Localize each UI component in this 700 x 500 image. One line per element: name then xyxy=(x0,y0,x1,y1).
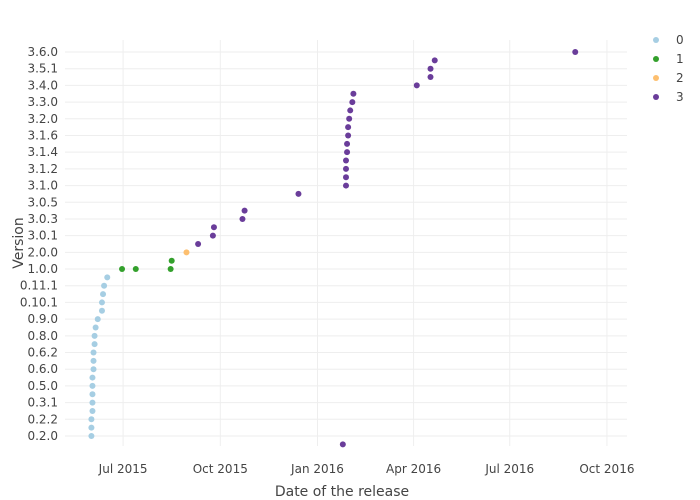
data-point-series-0[interactable] xyxy=(101,282,108,289)
y-tick-label: 3.1.4 xyxy=(27,145,58,159)
y-tick-label: 0.6.0 xyxy=(27,362,58,376)
legend-marker-1[interactable] xyxy=(653,56,659,62)
data-point-series-3[interactable] xyxy=(345,132,352,139)
y-tick-label: 0.6.2 xyxy=(27,346,58,360)
y-tick-label: 0.8.0 xyxy=(27,329,58,343)
y-tick-label: 3.6.0 xyxy=(27,45,58,59)
x-axis-ticks: Jul 2015 Oct 2015 Jan 2016 Apr 2016 Jul 2016… xyxy=(98,462,635,476)
data-point-series-3[interactable] xyxy=(239,215,246,222)
y-tick-label: 0.5.0 xyxy=(27,379,58,393)
x-tick-label: Apr 2016 xyxy=(386,462,441,476)
data-point-series-0[interactable] xyxy=(94,316,101,323)
data-point-series-3[interactable] xyxy=(339,441,346,448)
data-point-series-2[interactable] xyxy=(183,249,190,256)
y-tick-label: 0.2.0 xyxy=(27,429,58,443)
y-tick-label: 2.0.0 xyxy=(27,245,58,259)
data-point-series-3[interactable] xyxy=(350,90,357,97)
legend-label-3[interactable]: 3 xyxy=(676,90,684,104)
data-point-series-3[interactable] xyxy=(344,149,351,156)
data-point-series-3[interactable] xyxy=(349,99,356,106)
data-point-series-0[interactable] xyxy=(90,366,97,373)
y-tick-label: 3.0.5 xyxy=(27,195,58,209)
y-tick-label: 3.1.0 xyxy=(27,179,58,193)
legend-label-2[interactable]: 2 xyxy=(676,71,684,85)
data-point-series-1[interactable] xyxy=(119,266,126,273)
data-point-series-0[interactable] xyxy=(104,274,111,281)
data-point-series-3[interactable] xyxy=(345,124,352,131)
data-point-series-3[interactable] xyxy=(295,190,302,197)
legend-marker-2[interactable] xyxy=(653,75,659,81)
x-axis-title: Date of the release xyxy=(275,484,409,500)
legend-label-0[interactable]: 0 xyxy=(676,33,684,47)
y-tick-label: 3.2.0 xyxy=(27,112,58,126)
data-point-series-0[interactable] xyxy=(92,324,99,331)
data-point-series-0[interactable] xyxy=(90,357,97,364)
x-tick-label: Jul 2016 xyxy=(484,462,534,476)
data-point-series-0[interactable] xyxy=(89,391,96,398)
y-tick-label: 3.0.1 xyxy=(27,229,58,243)
data-point-series-3[interactable] xyxy=(572,49,579,55)
data-point-series-3[interactable] xyxy=(427,74,434,81)
y-tick-label: 0.11.1 xyxy=(20,279,58,293)
data-point-series-3[interactable] xyxy=(343,174,349,181)
legend-label-1[interactable]: 1 xyxy=(676,52,684,66)
data-point-series-3[interactable] xyxy=(346,115,353,122)
data-point-series-0[interactable] xyxy=(89,399,96,406)
data-point-series-3[interactable] xyxy=(431,57,438,64)
data-point-series-1[interactable] xyxy=(168,257,175,264)
y-tick-label: 1.0.0 xyxy=(27,262,58,276)
x-tick-label: Oct 2015 xyxy=(193,462,248,476)
data-point-series-3[interactable] xyxy=(209,232,216,239)
data-point-series-3[interactable] xyxy=(427,65,434,72)
data-point-series-3[interactable] xyxy=(343,157,349,164)
y-tick-label: 3.0.3 xyxy=(27,212,58,226)
data-point-series-3[interactable] xyxy=(343,182,349,189)
y-tick-label: 0.3.1 xyxy=(27,396,58,410)
data-point-series-0[interactable] xyxy=(100,291,107,298)
data-point-series-1[interactable] xyxy=(167,266,174,273)
data-point-series-0[interactable] xyxy=(88,433,95,439)
data-point-series-3[interactable] xyxy=(343,165,349,172)
y-tick-label: 3.1.2 xyxy=(27,162,58,176)
data-point-series-0[interactable] xyxy=(89,407,96,414)
y-tick-label: 0.9.0 xyxy=(27,312,58,326)
data-point-series-3[interactable] xyxy=(241,207,248,214)
legend-marker-3[interactable] xyxy=(653,94,659,100)
data-point-series-3[interactable] xyxy=(344,140,351,147)
data-point-series-1[interactable] xyxy=(132,266,139,273)
data-point-series-3[interactable] xyxy=(347,107,354,114)
y-tick-label: 3.4.0 xyxy=(27,78,58,92)
y-axis-ticks: 0.2.0 0.2.2 0.3.1 0.5.0 0.6.0 0.6.2 0.8.0 0.9.0… xyxy=(20,45,58,443)
x-tick-label: Jan 2016 xyxy=(290,462,344,476)
data-point-series-0[interactable] xyxy=(89,374,96,381)
legend[interactable]: 0 1 2 3 xyxy=(653,33,684,104)
data-point-series-3[interactable] xyxy=(210,224,217,231)
data-point-series-0[interactable] xyxy=(91,332,98,339)
legend-marker-0[interactable] xyxy=(653,37,659,43)
y-tick-label: 3.5.1 xyxy=(27,62,58,76)
x-tick-label: Oct 2016 xyxy=(579,462,634,476)
x-tick-label: Jul 2015 xyxy=(98,462,148,476)
y-tick-label: 0.10.1 xyxy=(20,295,58,309)
data-points[interactable] xyxy=(88,49,579,448)
data-point-series-3[interactable] xyxy=(195,241,202,247)
data-point-series-0[interactable] xyxy=(98,307,105,314)
data-point-series-0[interactable] xyxy=(88,416,95,423)
y-tick-label: 3.1.6 xyxy=(27,128,58,142)
y-axis-title: Version xyxy=(11,217,27,268)
data-point-series-0[interactable] xyxy=(91,341,98,348)
y-tick-label: 3.3.0 xyxy=(27,95,58,109)
data-point-series-0[interactable] xyxy=(98,299,105,306)
y-tick-label: 0.2.2 xyxy=(27,412,58,426)
data-point-series-3[interactable] xyxy=(413,82,420,89)
data-point-series-0[interactable] xyxy=(89,382,96,389)
data-point-series-0[interactable] xyxy=(88,424,95,431)
data-point-series-0[interactable] xyxy=(90,349,97,356)
